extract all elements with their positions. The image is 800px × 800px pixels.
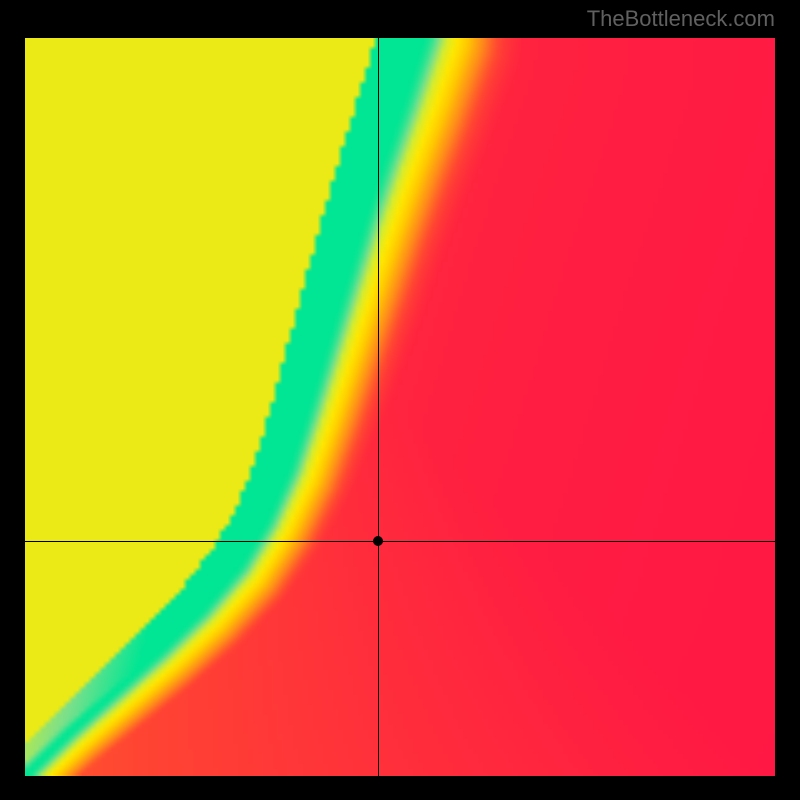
watermark-text: TheBottleneck.com	[587, 6, 775, 32]
heatmap-canvas	[25, 38, 775, 776]
marker-dot	[373, 536, 383, 546]
crosshair-horizontal	[25, 541, 775, 542]
crosshair-vertical	[378, 38, 379, 776]
heatmap-plot	[25, 38, 775, 776]
